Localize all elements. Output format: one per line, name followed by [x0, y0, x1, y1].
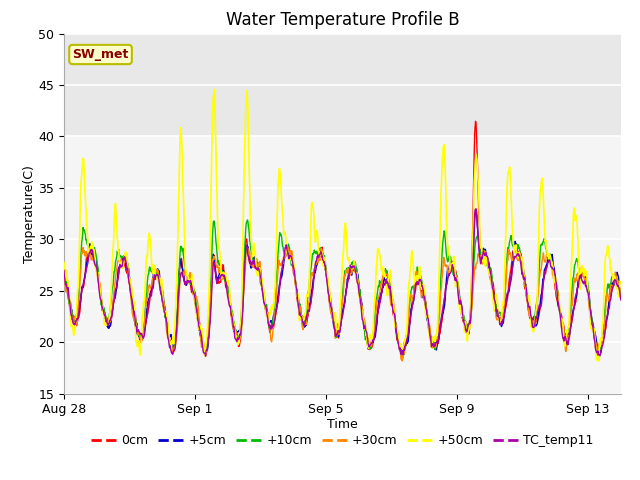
Y-axis label: Temperature(C): Temperature(C)	[22, 165, 35, 263]
Legend: 0cm, +5cm, +10cm, +30cm, +50cm, TC_temp11: 0cm, +5cm, +10cm, +30cm, +50cm, TC_temp1…	[86, 429, 598, 452]
Title: Water Temperature Profile B: Water Temperature Profile B	[225, 11, 460, 29]
X-axis label: Time: Time	[327, 418, 358, 431]
Bar	[64, 34, 621, 136]
Text: SW_met: SW_met	[72, 48, 129, 61]
